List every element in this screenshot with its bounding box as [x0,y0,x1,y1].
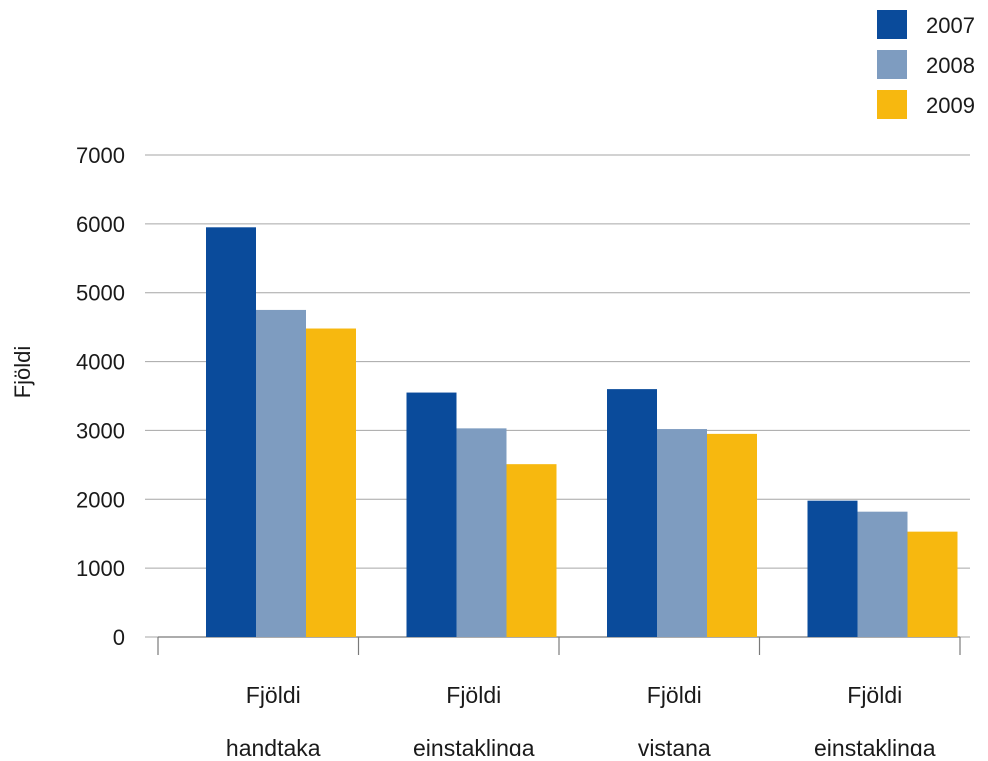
bar-2008-1 [256,309,306,637]
x-category-label: vistana [638,735,711,756]
bar-2008-2 [456,428,507,637]
legend-label-2009: 2009 [926,93,975,118]
bar-2007-2 [406,392,457,637]
legend-label-2007: 2007 [926,13,975,38]
legend-swatch-2007 [877,10,907,39]
x-category-label: Fjöldi [647,682,702,708]
x-category-label: Fjöldi [847,682,902,708]
y-tick-label: 2000 [76,487,125,512]
x-category-label: Fjöldi [246,682,301,708]
bar-2007-1 [206,227,256,638]
x-category-label: einstaklinga [814,735,936,756]
y-tick-label: 4000 [76,350,125,375]
axes [157,636,961,655]
bar-2008-4 [857,511,908,637]
bar-2007-4 [807,500,858,637]
y-tick-label: 7000 [76,143,125,168]
y-tick-label: 1000 [76,556,125,581]
legend-label-2008: 2008 [926,53,975,78]
y-tick-label: 3000 [76,418,125,443]
y-tick-label: 6000 [76,212,125,237]
bar-2007-3 [607,389,657,637]
x-category-label: einstaklinga [413,735,535,756]
tick-labels: 0 1000 2000 3000 4000 5000 6000 7000 Fjöldi handt… [76,143,936,761]
legend: 2007 2008 2009 [877,10,975,119]
legend-swatch-2008 [877,50,907,79]
y-tick-label: 5000 [76,281,125,306]
bar-2009-3 [707,433,757,637]
y-tick-label: 0 [113,625,125,650]
bars [206,227,958,638]
bar-2008-3 [657,429,707,637]
y-axis-title: Fjöldi [10,346,35,399]
legend-swatch-2009 [877,90,907,119]
x-category-label: handtaka [226,735,321,756]
bar-2009-4 [907,531,958,637]
bar-2009-1 [306,328,356,637]
x-category-label: Fjöldi [446,682,501,708]
bar-2009-2 [506,464,557,637]
